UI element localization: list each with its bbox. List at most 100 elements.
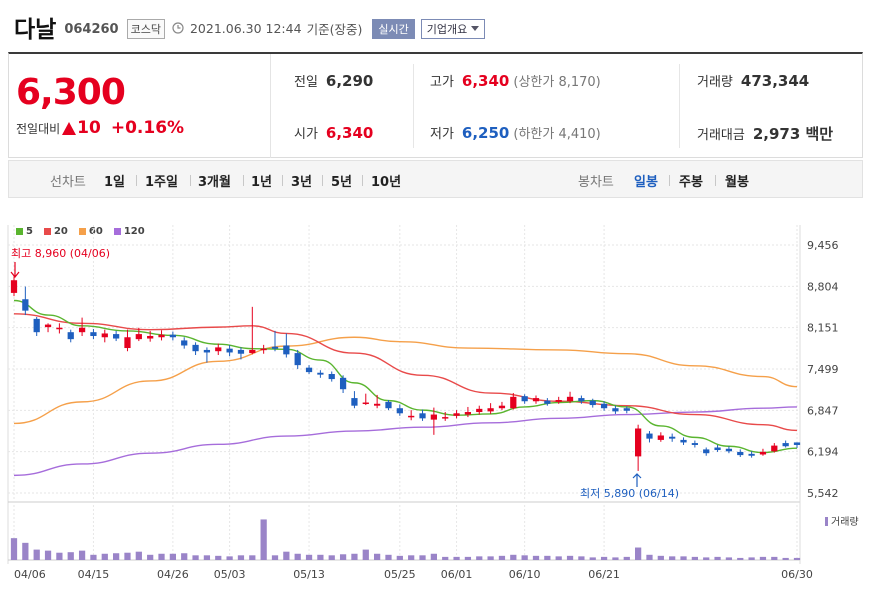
- volume-bar: [419, 555, 426, 560]
- candle-body: [623, 408, 630, 411]
- candle-monthly[interactable]: 월봉: [725, 175, 749, 190]
- candle-body: [362, 402, 369, 405]
- current-price: 6,300: [16, 72, 126, 113]
- period-1y[interactable]: 1년: [251, 175, 273, 190]
- volume-bar: [408, 555, 415, 560]
- candle-body: [317, 372, 324, 375]
- volume-bar: [612, 557, 619, 560]
- divider: [282, 175, 283, 186]
- dropdown-arrow-icon: [471, 26, 480, 31]
- company-overview-button[interactable]: 기업개요: [420, 18, 486, 39]
- candle-body: [78, 327, 86, 333]
- volume-bar: [646, 554, 653, 560]
- volume-legend-label: 거래량: [831, 516, 859, 528]
- candle-body: [271, 346, 279, 349]
- stat-low-value: 6,250: [461, 124, 510, 142]
- volume-bar: [317, 554, 324, 560]
- chart-grid: [7, 225, 801, 564]
- legend-swatch: [16, 228, 23, 235]
- y-tick-label: 5,542: [807, 487, 839, 500]
- divider: [362, 175, 363, 186]
- candle-body: [453, 413, 460, 416]
- stat-volume-label: 거래량: [697, 75, 733, 90]
- volume-bar: [283, 551, 290, 560]
- volume-bar: [635, 547, 642, 560]
- candle-body: [600, 403, 608, 409]
- volume-bar: [703, 557, 710, 560]
- legend-label: 60: [88, 226, 103, 237]
- volume-bar: [339, 554, 347, 560]
- period-3y[interactable]: 3년: [291, 175, 313, 190]
- period-1w[interactable]: 1주일: [145, 175, 178, 190]
- period-5y[interactable]: 5년: [331, 175, 353, 190]
- ma60-line: [13, 336, 798, 425]
- candle-body: [113, 334, 120, 339]
- volume-bar: [498, 555, 506, 560]
- volume-bar: [623, 556, 630, 560]
- price-change: 전일대비 10 +0.16%: [16, 118, 184, 138]
- stat-volume: 거래량 473,344: [697, 71, 809, 90]
- candle-weekly[interactable]: 주봉: [679, 175, 703, 190]
- legend-ma20: 20: [43, 226, 68, 237]
- x-tick-label: 06/01: [441, 568, 473, 581]
- volume-bar: [396, 555, 403, 560]
- candle-body: [101, 333, 108, 338]
- legend-label: 5: [26, 226, 33, 237]
- realtime-button[interactable]: 실시간: [372, 18, 415, 39]
- ma120-line: [13, 406, 798, 477]
- x-tick-label: 04/06: [14, 568, 46, 581]
- volume-bar: [305, 554, 313, 560]
- candle-body: [215, 347, 222, 352]
- volume-bar: [192, 555, 199, 560]
- candle-daily[interactable]: 일봉: [634, 175, 658, 190]
- candle-body: [498, 405, 506, 409]
- volume-bar: [226, 556, 233, 560]
- high-arrow-icon: [10, 262, 20, 278]
- stock-name: 다날: [14, 17, 57, 43]
- price-summary: 6,300 전일대비 10 +0.16% 전일 6,290 시가 6,340 고…: [8, 52, 863, 158]
- stat-amount-label: 거래대금: [697, 128, 745, 143]
- moving-averages: [13, 299, 798, 477]
- candle-body: [135, 334, 142, 340]
- volume-bar: [782, 557, 789, 560]
- volume-bar: [578, 556, 585, 560]
- candle-body: [430, 414, 437, 420]
- stat-open-label: 시가: [294, 127, 318, 142]
- quote-basis: 기준(장중): [306, 22, 363, 37]
- volume-bar: [78, 550, 86, 560]
- volume-bar: [22, 542, 29, 560]
- y-tick-label: 8,804: [807, 280, 839, 293]
- candle-body: [487, 408, 494, 412]
- candle-body: [566, 396, 574, 402]
- change-label: 전일대비: [16, 121, 61, 136]
- candle-body: [351, 398, 358, 406]
- candle-body: [703, 449, 710, 454]
- stat-amount: 거래대금 2,973 백만: [697, 123, 833, 144]
- candle-body: [67, 332, 74, 340]
- x-tick-label: 05/13: [293, 568, 325, 581]
- period-3m[interactable]: 3개월: [198, 175, 231, 190]
- volume-bar: [67, 552, 74, 560]
- volume-bar: [737, 557, 744, 560]
- ma5-line: [13, 299, 798, 454]
- candle-body: [339, 377, 347, 390]
- volume-bar: [521, 555, 528, 560]
- candle-body: [203, 349, 211, 353]
- volume-legend-swatch: [825, 517, 828, 526]
- volume-bar: [328, 555, 335, 560]
- candle-body: [396, 408, 403, 414]
- volume-bar: [169, 553, 176, 560]
- candle-body: [589, 400, 596, 406]
- candle-body: [169, 334, 176, 338]
- volume-bar: [532, 555, 540, 560]
- candle-body: [714, 447, 721, 451]
- period-10y[interactable]: 10년: [371, 175, 402, 190]
- candle-body: [657, 435, 664, 440]
- volume-bar: [158, 553, 165, 560]
- period-1d[interactable]: 1일: [104, 175, 126, 190]
- chart-period-bar: 선차트 1일 1주일 3개월 1년 3년 5년 10년 봉차트 일봉 주봉 월봉: [8, 160, 863, 198]
- legend-ma5: 5: [16, 226, 33, 237]
- x-tick-label: 04/26: [157, 568, 189, 581]
- volume-bar: [237, 555, 245, 560]
